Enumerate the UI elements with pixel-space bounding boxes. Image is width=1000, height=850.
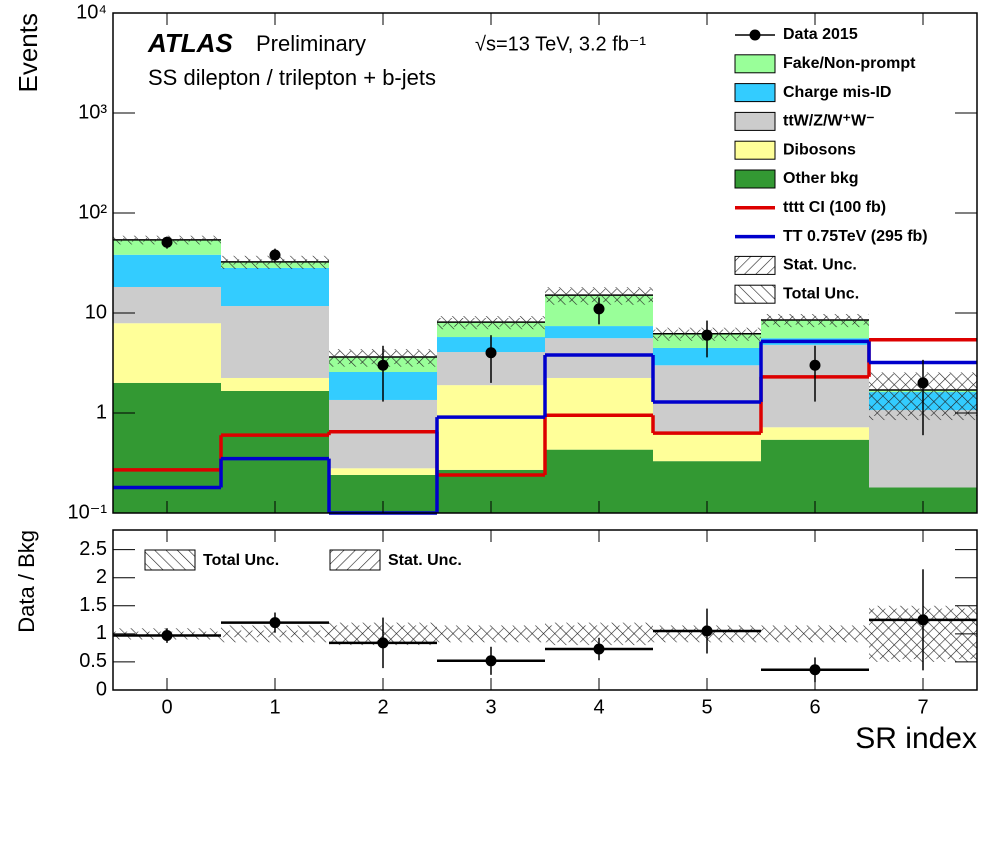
- legend-swatch: [734, 54, 776, 74]
- x-tick-label: 6: [809, 696, 820, 718]
- stack-segment: [221, 390, 329, 513]
- stack-segment: [761, 439, 869, 513]
- y-tick-label: 0.5: [79, 650, 107, 672]
- y-tick-label: 0: [96, 678, 107, 700]
- legend-label: Fake/Non-prompt: [783, 55, 916, 72]
- ratio-point: [809, 664, 821, 676]
- energy-label: √s=13 TeV, 3.2 fb⁻¹: [475, 33, 646, 55]
- legend-label: Stat. Unc.: [388, 552, 462, 569]
- ratio-y-axis-label: Data / Bkg: [14, 530, 39, 633]
- region-label: SS dilepton / trilepton + b-jets: [148, 65, 436, 90]
- legend-label: tttt CI (100 fb): [783, 199, 886, 216]
- x-tick-label: 4: [593, 696, 604, 718]
- data-point: [161, 236, 173, 248]
- y-tick-label: 10³: [78, 101, 107, 123]
- legend-swatch: [734, 83, 776, 103]
- stack-segment: [221, 267, 329, 307]
- y-axis-label: Events: [13, 13, 43, 93]
- stack-segment: [545, 326, 653, 339]
- y-tick-label: 1: [96, 401, 107, 423]
- y-tick-label: 2: [96, 566, 107, 588]
- legend-swatch: [734, 284, 776, 304]
- legend-swatch: [144, 549, 196, 571]
- stack-segment: [113, 254, 221, 287]
- y-tick-label: 10⁻¹: [68, 501, 108, 523]
- stack-segment: [437, 385, 545, 470]
- x-tick-label: 1: [269, 696, 280, 718]
- stack-segment: [113, 323, 221, 383]
- x-tick-label: 7: [917, 696, 928, 718]
- stack-segment: [653, 433, 761, 462]
- stack-segment: [545, 338, 653, 378]
- uncertainty-band: [437, 628, 545, 640]
- plot-frame: [112, 12, 978, 514]
- ratio-point: [377, 637, 389, 649]
- y-tick-label: 10²: [78, 201, 107, 223]
- legend-swatch: [734, 140, 776, 160]
- y-tick-label: 1: [96, 622, 107, 644]
- stack-segment: [113, 286, 221, 324]
- stack-segment: [221, 306, 329, 378]
- legend-label: ttW/Z/W⁺W⁻: [783, 113, 875, 130]
- ratio-point: [269, 617, 281, 629]
- legend-label: Total Unc.: [203, 552, 279, 569]
- uncertainty-band: [437, 318, 545, 327]
- uncertainty-band: [545, 625, 653, 643]
- data-point: [593, 303, 605, 315]
- experiment-label: ATLAS: [147, 28, 233, 58]
- stack-segment: [761, 427, 869, 440]
- y-tick-label: 2.5: [79, 538, 107, 560]
- legend-marker: [749, 29, 761, 41]
- legend-label: Charge mis-ID: [783, 84, 891, 101]
- data-point: [485, 347, 497, 359]
- legend-swatch: [734, 255, 776, 275]
- x-tick-label: 3: [485, 696, 496, 718]
- legend-label: TT 0.75TeV (295 fb): [783, 228, 928, 245]
- ratio-point: [701, 625, 713, 637]
- uncertainty-band: [221, 630, 329, 638]
- x-tick-label: 0: [161, 696, 172, 718]
- ratio-point: [161, 630, 173, 642]
- data-point: [809, 359, 821, 371]
- stack-segment: [221, 377, 329, 391]
- legend-swatch: [329, 549, 381, 571]
- stack-segment: [653, 365, 761, 434]
- legend-label: Other bkg: [783, 170, 859, 187]
- stack-segment: [329, 468, 437, 475]
- y-tick-label: 10: [85, 301, 107, 323]
- data-point: [377, 359, 389, 371]
- y-tick-label: 1.5: [79, 594, 107, 616]
- legend-label: Dibosons: [783, 141, 856, 158]
- stack-segment: [113, 382, 221, 513]
- data-point: [917, 377, 929, 389]
- legend-label: Total Unc.: [783, 285, 859, 302]
- data-point: [701, 329, 713, 341]
- uncertainty-band: [761, 315, 869, 325]
- status-label: Preliminary: [256, 31, 366, 56]
- stack-segment: [329, 399, 437, 469]
- uncertainty-band: [761, 628, 869, 640]
- ratio-point: [593, 643, 605, 655]
- legend-label: Stat. Unc.: [783, 257, 857, 274]
- plot-frame: [112, 529, 978, 691]
- y-tick-label: 10⁴: [76, 1, 107, 23]
- ratio-point: [917, 614, 929, 626]
- x-tick-label: 5: [701, 696, 712, 718]
- legend-label: Data 2015: [783, 26, 858, 43]
- x-tick-label: 2: [377, 696, 388, 718]
- legend-swatch: [734, 111, 776, 131]
- legend-swatch: [734, 169, 776, 189]
- ratio-point: [485, 655, 497, 667]
- uncertainty-band: [545, 289, 653, 303]
- x-axis-label: SR index: [855, 722, 977, 755]
- data-point: [269, 249, 281, 261]
